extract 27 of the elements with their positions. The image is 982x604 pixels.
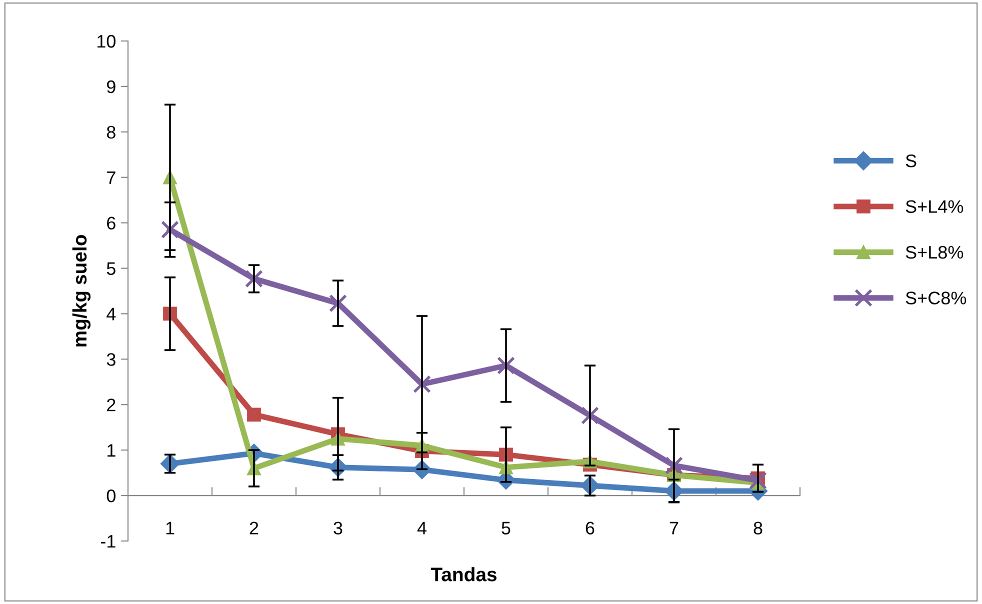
y-tick-label: 1 xyxy=(108,444,116,457)
y-tick-label: 10 xyxy=(97,34,116,48)
x-tick-label: 4 xyxy=(417,522,426,534)
y-tick-label: -1 xyxy=(100,535,116,548)
x-tick-label: 2 xyxy=(250,522,258,534)
x-tick-label: 3 xyxy=(334,522,342,534)
y-tick-label: 6 xyxy=(107,216,116,230)
y-tick-label: 0 xyxy=(106,489,116,502)
legend-label: S+L8% xyxy=(906,246,964,259)
x-tick-label: 1 xyxy=(166,522,174,534)
y-tick-label: 8 xyxy=(106,126,116,139)
y-tick-label: 9 xyxy=(107,80,116,94)
point xyxy=(247,408,261,422)
x-tick-label: 8 xyxy=(754,522,762,534)
y-axis-title: mg/kg suelo xyxy=(72,235,91,346)
y-tick-label: 2 xyxy=(107,398,116,412)
y-tick-label: 3 xyxy=(106,353,116,366)
x-tick-label: 5 xyxy=(502,522,510,534)
x-tick-label: 7 xyxy=(670,522,678,534)
x-tick-label: 6 xyxy=(586,522,594,534)
legend-label: S+C8% xyxy=(906,292,966,304)
legend-label: S xyxy=(906,154,916,168)
y-tick-label: 5 xyxy=(106,262,116,275)
legend-label: S+L4% xyxy=(906,200,964,213)
y-tick-label: 7 xyxy=(107,171,116,184)
y-tick-label: 4 xyxy=(106,308,116,320)
x-axis-title: Tandas xyxy=(430,567,497,582)
